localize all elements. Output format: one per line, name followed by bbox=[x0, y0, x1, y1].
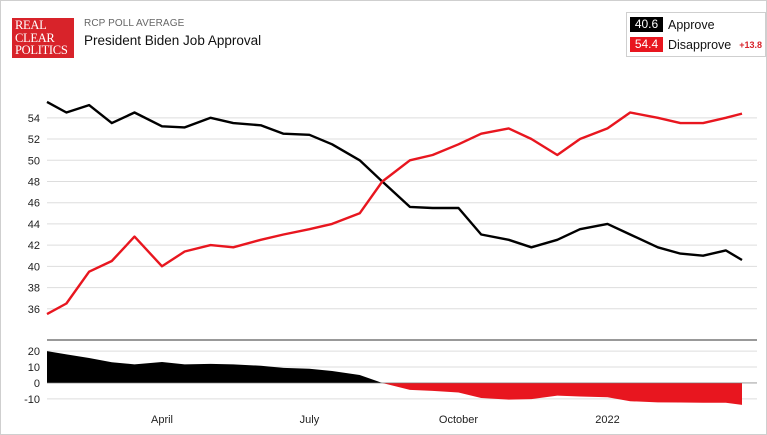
y-tick-42: 42 bbox=[28, 240, 40, 252]
legend-disapprove-value: 54.4 bbox=[630, 37, 663, 52]
x-tick-2022: 2022 bbox=[595, 414, 619, 426]
spread-tick-20: 20 bbox=[28, 346, 40, 358]
legend-spread: +13.8 bbox=[739, 39, 763, 50]
legend-approve-label: Approve bbox=[668, 17, 715, 32]
y-tick-52: 52 bbox=[28, 134, 40, 146]
y-tick-48: 48 bbox=[28, 176, 40, 188]
legend-disapprove-label: Disapprove bbox=[668, 37, 732, 52]
y-tick-38: 38 bbox=[28, 283, 40, 295]
y-tick-44: 44 bbox=[28, 219, 40, 231]
x-tick-october: October bbox=[439, 414, 478, 426]
y-tick-54: 54 bbox=[28, 113, 40, 125]
logo-line-1: REAL bbox=[15, 18, 47, 32]
legend-disapprove: 54.4 Disapprove +13.8 bbox=[630, 37, 762, 52]
spread-tick-10: 10 bbox=[28, 362, 40, 374]
chart-title: President Biden Job Approval bbox=[84, 33, 262, 48]
y-tick-46: 46 bbox=[28, 198, 40, 210]
spread-tick--10: -10 bbox=[24, 394, 40, 406]
x-tick-july: July bbox=[300, 414, 320, 426]
spread-area-negative bbox=[47, 382, 742, 405]
rcp-logo: REAL CLEAR POLITICS bbox=[12, 18, 74, 58]
x-tick-april: April bbox=[151, 414, 173, 426]
logo-line-2: CLEAR bbox=[15, 30, 55, 45]
y-tick-50: 50 bbox=[28, 155, 40, 167]
y-tick-36: 36 bbox=[28, 304, 40, 316]
legend-approve: 40.6 Approve bbox=[630, 17, 715, 32]
spread-tick-0: 0 bbox=[34, 378, 40, 390]
legend-approve-value: 40.6 bbox=[630, 17, 663, 32]
series-line-disapprove bbox=[46, 111, 743, 316]
chart-kicker: RCP POLL AVERAGE bbox=[84, 18, 185, 29]
spread-area-positive bbox=[47, 351, 742, 383]
series-line-approve bbox=[46, 100, 743, 262]
y-tick-40: 40 bbox=[28, 261, 40, 273]
logo-line-3: POLITICS bbox=[15, 43, 68, 57]
